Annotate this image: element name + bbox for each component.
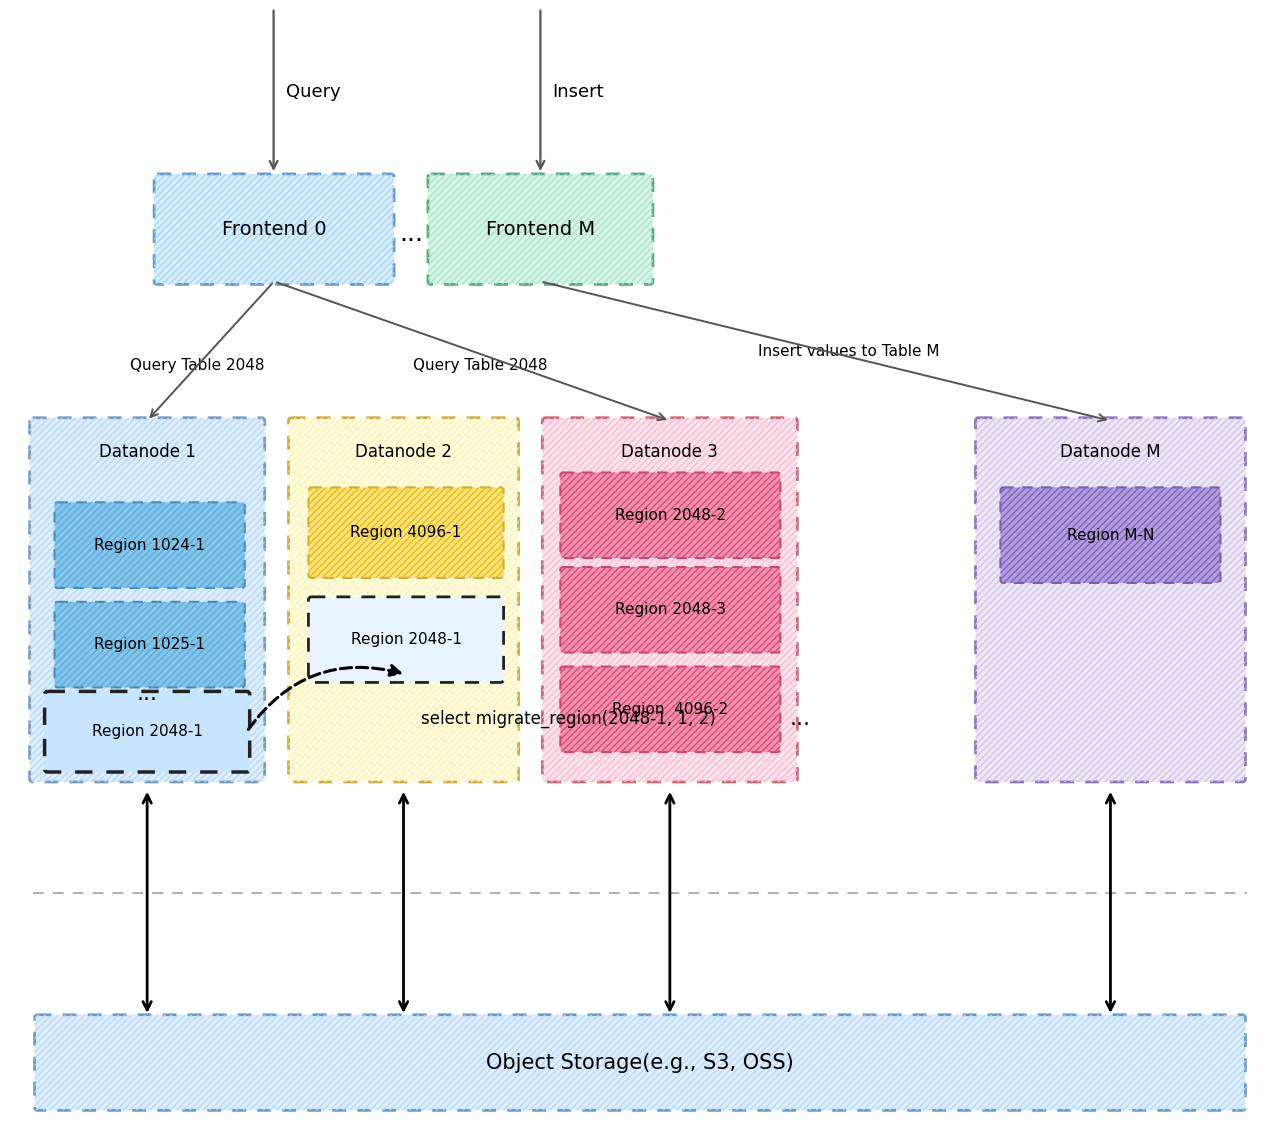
- Text: Region 2048-3: Region 2048-3: [614, 602, 726, 617]
- Text: Region 4096-1: Region 4096-1: [351, 525, 462, 541]
- Text: Frontend 0: Frontend 0: [221, 220, 326, 239]
- Text: Datanode 3: Datanode 3: [621, 443, 718, 461]
- Text: Object Storage(e.g., S3, OSS): Object Storage(e.g., S3, OSS): [486, 1053, 794, 1073]
- Text: Datanode M: Datanode M: [1060, 443, 1161, 461]
- Text: ...: ...: [399, 222, 422, 246]
- FancyBboxPatch shape: [154, 174, 394, 284]
- Text: Region 2048-1: Region 2048-1: [351, 632, 462, 648]
- FancyBboxPatch shape: [975, 418, 1245, 782]
- Text: Region 2048-2: Region 2048-2: [614, 508, 726, 522]
- Text: Datanode 1: Datanode 1: [99, 443, 196, 461]
- FancyBboxPatch shape: [428, 174, 653, 284]
- Text: Region  4096-2: Region 4096-2: [612, 702, 728, 717]
- FancyBboxPatch shape: [55, 502, 244, 588]
- FancyBboxPatch shape: [35, 1015, 1245, 1111]
- FancyBboxPatch shape: [561, 567, 781, 652]
- Text: Region 2048-1: Region 2048-1: [92, 724, 202, 740]
- FancyBboxPatch shape: [308, 596, 503, 683]
- Text: Region M-N: Region M-N: [1066, 528, 1155, 543]
- Text: Frontend M: Frontend M: [486, 220, 595, 239]
- Text: ...: ...: [790, 709, 810, 729]
- Text: Region 1025-1: Region 1025-1: [95, 637, 205, 652]
- Text: Insert: Insert: [553, 83, 604, 101]
- Text: Datanode 2: Datanode 2: [355, 443, 452, 461]
- Text: Query: Query: [285, 83, 340, 101]
- Text: Query Table 2048: Query Table 2048: [129, 358, 264, 373]
- FancyBboxPatch shape: [561, 667, 781, 752]
- Text: Insert values to Table M: Insert values to Table M: [758, 344, 940, 358]
- FancyBboxPatch shape: [55, 602, 244, 687]
- FancyBboxPatch shape: [288, 418, 518, 782]
- Text: ...: ...: [137, 684, 157, 704]
- Text: select migrate_region(2048-1, 1, 2): select migrate_region(2048-1, 1, 2): [421, 710, 716, 728]
- FancyBboxPatch shape: [308, 487, 503, 578]
- Text: Query Table 2048: Query Table 2048: [413, 358, 548, 373]
- FancyBboxPatch shape: [1001, 487, 1220, 583]
- FancyBboxPatch shape: [543, 418, 797, 782]
- FancyBboxPatch shape: [561, 472, 781, 558]
- Text: Region 1024-1: Region 1024-1: [95, 537, 205, 553]
- FancyBboxPatch shape: [45, 692, 250, 772]
- FancyBboxPatch shape: [29, 418, 265, 782]
